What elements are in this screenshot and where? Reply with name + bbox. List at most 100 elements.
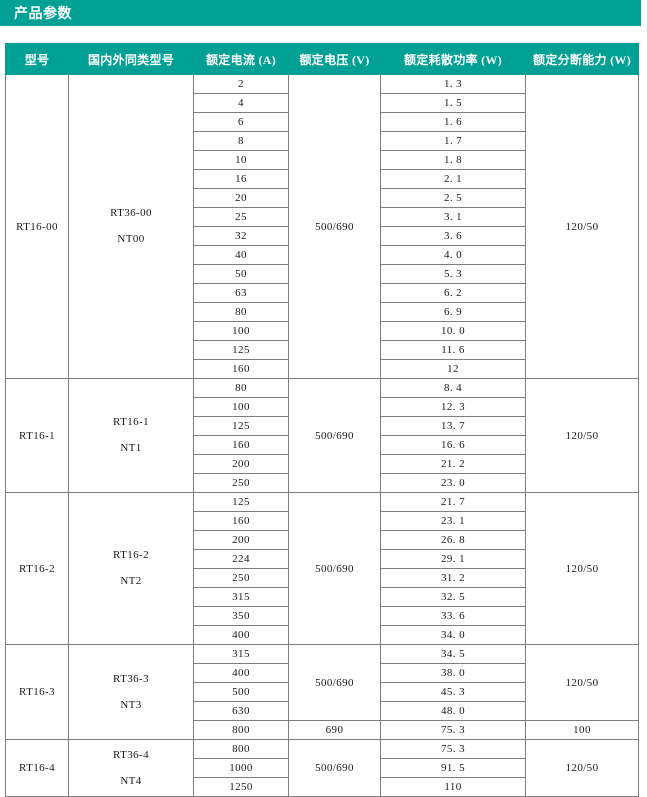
table-row: 80 6. 9 bbox=[6, 302, 639, 322]
cell-rated-voltage: 500/690 bbox=[288, 378, 381, 493]
cell-power-dissipation: 38. 0 bbox=[380, 663, 526, 683]
cell-rated-current: 1250 bbox=[193, 777, 289, 797]
cell-rated-current: 400 bbox=[193, 663, 289, 683]
equivalent-model-line: NT4 bbox=[120, 774, 142, 787]
cell-rated-current: 80 bbox=[193, 378, 289, 398]
cell-power-dissipation: 29. 1 bbox=[380, 549, 526, 569]
table-row: 125 11. 6 bbox=[6, 340, 639, 360]
cell-power-dissipation: 1. 7 bbox=[380, 131, 526, 151]
cell-rated-current: 1000 bbox=[193, 758, 289, 778]
cell-power-dissipation: 13. 7 bbox=[380, 416, 526, 436]
cell-equivalent-model: RT36-4 NT4 bbox=[68, 739, 194, 797]
cell-power-dissipation: 32. 5 bbox=[380, 587, 526, 607]
table-row: 400 38. 0 bbox=[6, 663, 639, 683]
cell-rated-current: 2 bbox=[193, 74, 289, 94]
cell-rated-current: 80 bbox=[193, 302, 289, 322]
cell-rated-current: 16 bbox=[193, 169, 289, 189]
table-row: RT16-2 RT16-2 NT2 125 500/690 21. 7 120/50 bbox=[5, 492, 639, 645]
cell-model: RT16-1 bbox=[5, 378, 69, 493]
cell-rated-current: 50 bbox=[193, 264, 289, 284]
table-row: 800 690 75. 3 100 bbox=[6, 720, 639, 740]
cell-rated-current: 8 bbox=[193, 131, 289, 151]
cell-equivalent-model: RT36-00 NT00 bbox=[68, 74, 194, 379]
cell-power-dissipation: 75. 3 bbox=[380, 739, 526, 759]
cell-equivalent-model: RT16-2 NT2 bbox=[68, 492, 194, 645]
equivalent-model-line: NT2 bbox=[120, 575, 142, 587]
cell-model: RT16-00 bbox=[5, 74, 69, 379]
table-row: RT16-3 RT36-3 NT3 315 500/690 34. 5 120/50 bbox=[5, 644, 639, 740]
table-row: 32 3. 6 bbox=[6, 226, 639, 246]
cell-rated-current: 315 bbox=[193, 644, 289, 664]
cell-power-dissipation: 21. 2 bbox=[380, 454, 526, 474]
cell-rated-current: 250 bbox=[193, 568, 289, 588]
cell-breaking-capacity: 120/50 bbox=[525, 74, 639, 379]
table-header: 型号 国内外同类型号 额定电流 (A) 额定电压 (V) 额定耗散功率 (W) … bbox=[5, 43, 639, 75]
cell-rated-current: 160 bbox=[193, 435, 289, 455]
cell-rated-current: 250 bbox=[193, 473, 289, 493]
cell-breaking-capacity: 120/50 bbox=[525, 492, 639, 645]
equivalent-model-line: NT1 bbox=[120, 442, 142, 454]
cell-power-dissipation: 11. 6 bbox=[380, 340, 526, 360]
product-spec-table: 型号 国内外同类型号 额定电流 (A) 额定电压 (V) 额定耗散功率 (W) … bbox=[5, 43, 639, 797]
cell-rated-current: 63 bbox=[193, 283, 289, 303]
cell-rated-current: 315 bbox=[193, 587, 289, 607]
cell-power-dissipation: 10. 0 bbox=[380, 321, 526, 341]
equivalent-model-line: RT16-1 bbox=[113, 416, 149, 428]
cell-rated-current: 6 bbox=[193, 112, 289, 132]
header-row: 型号 国内外同类型号 额定电流 (A) 额定电压 (V) 额定耗散功率 (W) … bbox=[5, 43, 639, 75]
cell-rated-current: 40 bbox=[193, 245, 289, 265]
cell-rated-current: 500 bbox=[193, 682, 289, 702]
cell-power-dissipation: 12. 3 bbox=[380, 397, 526, 417]
table-row: 25 3. 1 bbox=[6, 207, 639, 227]
cell-power-dissipation: 1. 8 bbox=[380, 150, 526, 170]
column-header-current: 额定电流 (A) bbox=[193, 43, 289, 75]
table-row: 350 33. 6 bbox=[6, 606, 639, 626]
column-header-power: 额定耗散功率 (W) bbox=[380, 43, 526, 75]
table-row: 250 31. 2 bbox=[6, 568, 639, 588]
cell-power-dissipation: 33. 6 bbox=[380, 606, 526, 626]
table-row: 4 1. 5 bbox=[6, 93, 639, 113]
table-row: 315 32. 5 bbox=[6, 587, 639, 607]
table-row: 100 12. 3 bbox=[6, 397, 639, 417]
table-row: 400 34. 0 bbox=[6, 625, 639, 645]
cell-power-dissipation: 16. 6 bbox=[380, 435, 526, 455]
cell-rated-current: 160 bbox=[193, 359, 289, 379]
cell-power-dissipation: 75. 3 bbox=[380, 720, 526, 740]
cell-rated-current: 25 bbox=[193, 207, 289, 227]
cell-rated-voltage: 500/690 bbox=[288, 739, 381, 797]
cell-power-dissipation: 110 bbox=[380, 777, 526, 797]
equivalent-model-line: RT36-4 bbox=[113, 748, 149, 761]
table-row: RT16-4 RT36-4 NT4 800 500/690 75. 3 120/50 bbox=[5, 739, 639, 797]
cell-power-dissipation: 34. 5 bbox=[380, 644, 526, 664]
cell-breaking-capacity: 120/50 bbox=[525, 739, 639, 797]
cell-power-dissipation: 12 bbox=[380, 359, 526, 379]
table-row: 224 29. 1 bbox=[6, 549, 639, 569]
table-body: RT16-00 RT36-00 NT00 2 500/690 1. 3 120/50 4 1. … bbox=[5, 74, 639, 797]
cell-power-dissipation: 26. 8 bbox=[380, 530, 526, 550]
cell-rated-current: 100 bbox=[193, 321, 289, 341]
cell-rated-current: 125 bbox=[193, 492, 289, 512]
cell-rated-current: 4 bbox=[193, 93, 289, 113]
cell-rated-voltage: 500/690 bbox=[288, 74, 381, 379]
table-row: 10 1. 8 bbox=[6, 150, 639, 170]
cell-rated-current: 350 bbox=[193, 606, 289, 626]
cell-equivalent-model: RT16-1 NT1 bbox=[68, 378, 194, 493]
cell-power-dissipation: 45. 3 bbox=[380, 682, 526, 702]
cell-rated-current: 800 bbox=[193, 739, 289, 759]
table-row: 160 12 bbox=[6, 359, 639, 379]
cell-rated-current: 800 bbox=[193, 720, 289, 740]
cell-rated-current: 224 bbox=[193, 549, 289, 569]
cell-rated-current: 32 bbox=[193, 226, 289, 246]
cell-power-dissipation: 8. 4 bbox=[380, 378, 526, 398]
cell-power-dissipation: 2. 1 bbox=[380, 169, 526, 189]
cell-rated-current: 630 bbox=[193, 701, 289, 721]
column-header-voltage: 额定电压 (V) bbox=[288, 43, 381, 75]
cell-rated-current: 10 bbox=[193, 150, 289, 170]
cell-power-dissipation: 48. 0 bbox=[380, 701, 526, 721]
cell-model: RT16-2 bbox=[5, 492, 69, 645]
cell-breaking-capacity: 120/50 bbox=[525, 644, 639, 721]
cell-breaking-capacity: 120/50 bbox=[525, 378, 639, 493]
cell-rated-current: 160 bbox=[193, 511, 289, 531]
table-row: 63 6. 2 bbox=[6, 283, 639, 303]
